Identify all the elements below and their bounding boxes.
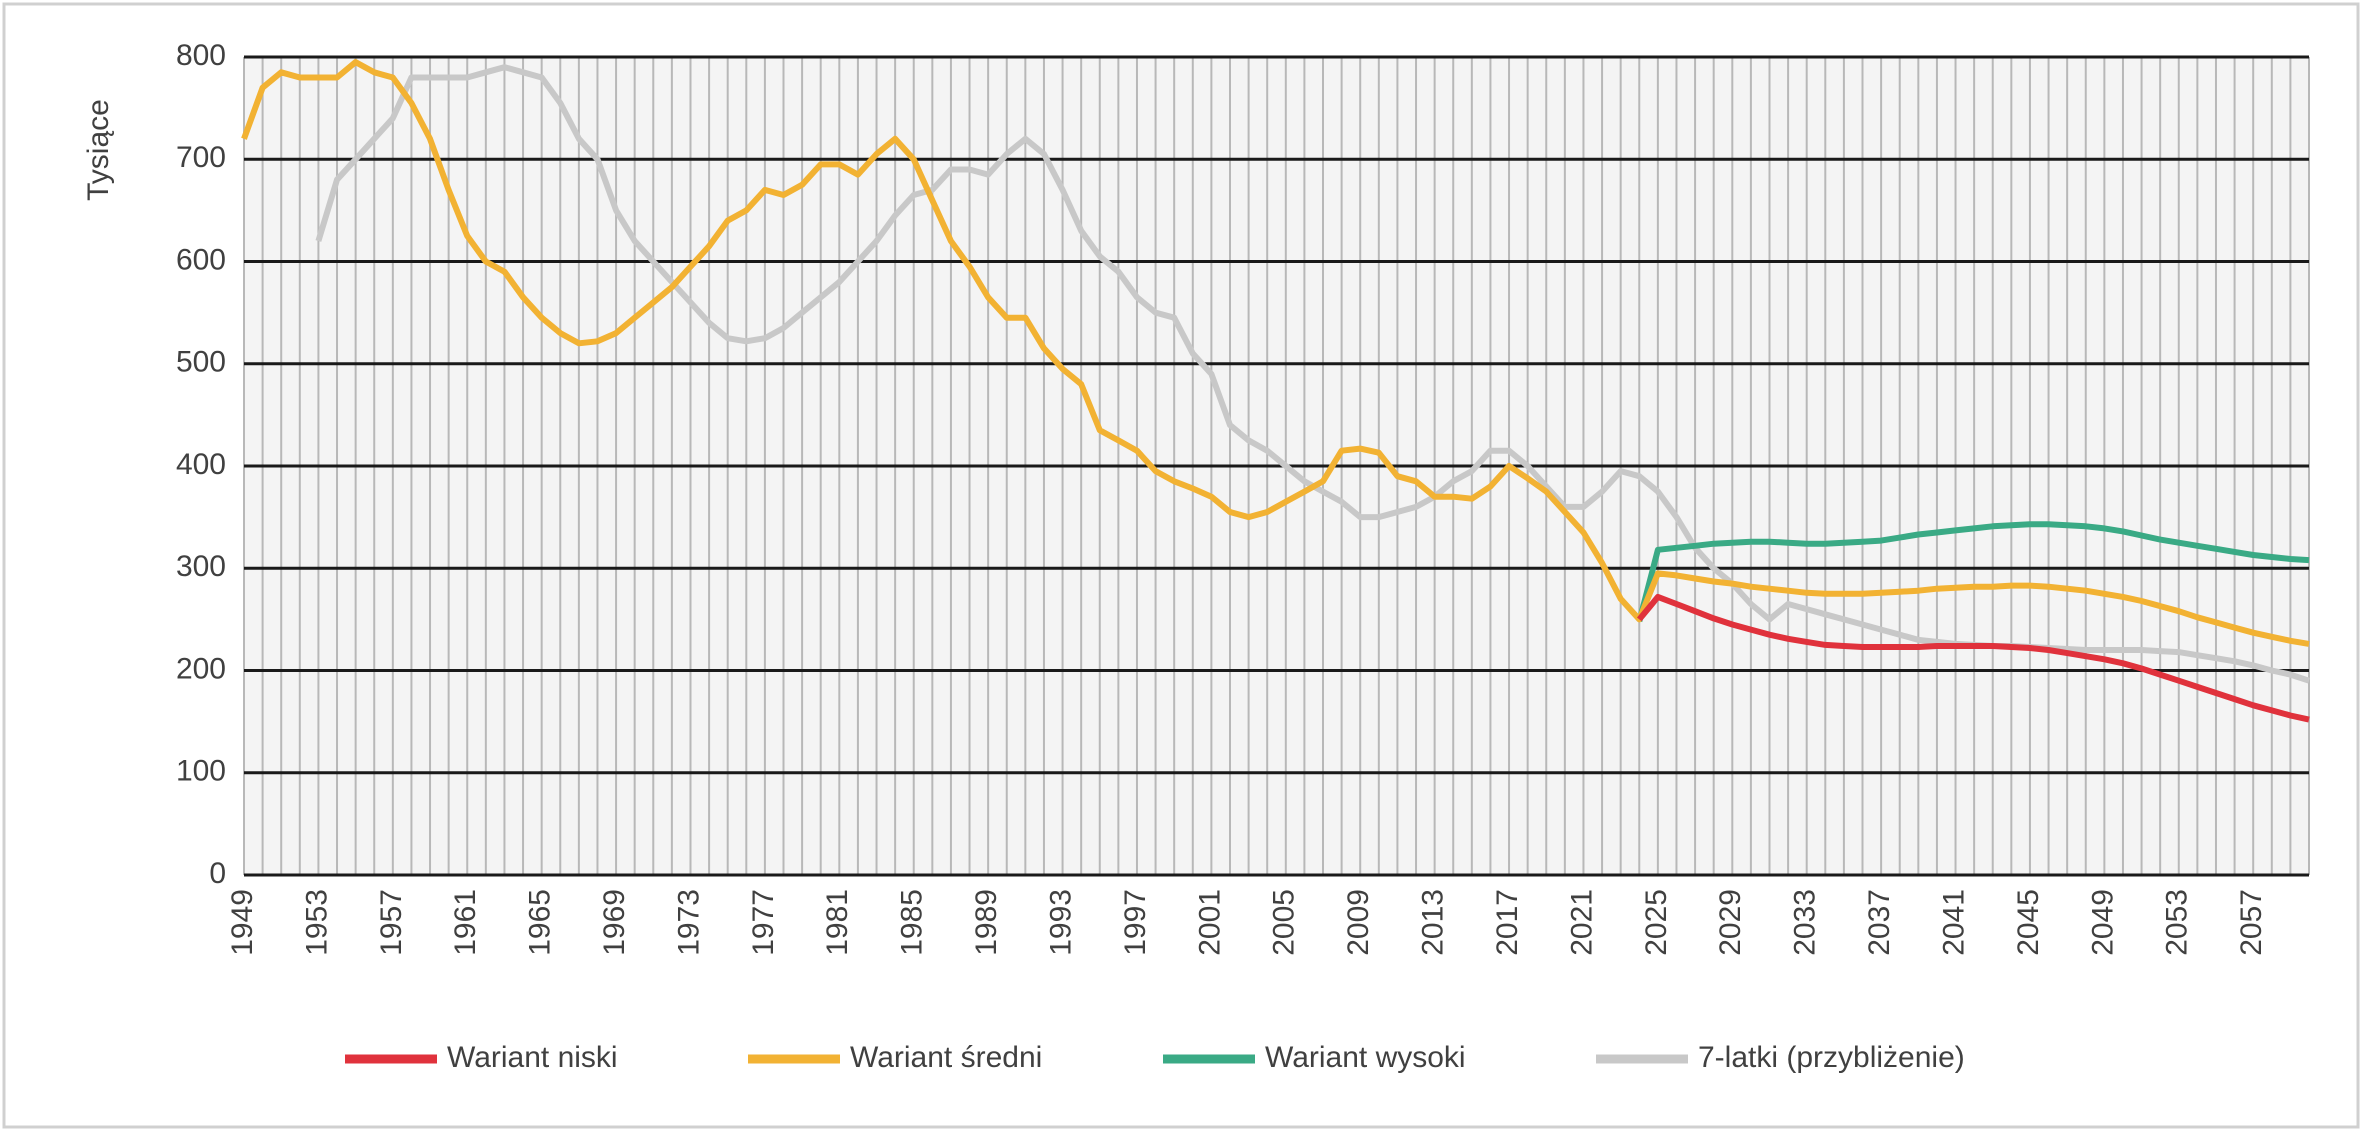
series-line [1636, 521, 2310, 623]
x-tick-label: 1989 [970, 889, 1003, 956]
x-tick-label: 1953 [300, 889, 333, 956]
x-tick-label: 2001 [1193, 889, 1226, 956]
legend-label: Wariant średni [850, 1041, 1042, 1074]
x-tick-label: 2017 [1491, 889, 1524, 956]
x-tick-label: 1985 [896, 889, 929, 956]
x-tick-label: 1969 [598, 889, 631, 956]
y-tick-label: 500 [176, 346, 226, 379]
x-tick-label: 1957 [375, 889, 408, 956]
y-tick-label: 300 [176, 550, 226, 583]
x-tick-label: 2025 [1640, 889, 1673, 956]
x-tick-label: 2053 [2161, 889, 2194, 956]
y-tick-label: 400 [176, 448, 226, 481]
x-tick-label: 2037 [1863, 889, 1896, 956]
x-tick-label: 1977 [747, 889, 780, 956]
x-tick-label: 2013 [1417, 889, 1450, 956]
y-tick-label: 200 [176, 652, 226, 685]
x-tick-label: 2045 [2012, 889, 2045, 956]
series-line [241, 59, 2310, 647]
x-tick-label: 2009 [1342, 889, 1375, 956]
x-tick-label: 2005 [1268, 889, 1301, 956]
x-tick-label: 1993 [1044, 889, 1077, 956]
x-tick-label: 1965 [524, 889, 557, 956]
x-tick-label: 1961 [449, 889, 482, 956]
legend-label: 7-latki (przybliżenie) [1698, 1041, 1965, 1074]
y-tick-label: 100 [176, 755, 226, 788]
y-axis-label: Tysiące [82, 99, 115, 201]
x-tick-label: 2021 [1565, 889, 1598, 956]
y-tick-label: 700 [176, 141, 226, 174]
y-tick-label: 600 [176, 243, 226, 276]
x-tick-label: 2041 [1937, 889, 1970, 956]
y-tick-label: 0 [209, 857, 226, 890]
x-tick-label: 1997 [1119, 889, 1152, 956]
y-tick-label: 800 [176, 39, 226, 72]
x-tick-label: 1973 [672, 889, 705, 956]
x-tick-label: 2057 [2235, 889, 2268, 956]
series-line [1636, 593, 2310, 723]
x-tick-label: 2049 [2086, 889, 2119, 956]
x-tick-label: 2029 [1714, 889, 1747, 956]
legend-label: Wariant wysoki [1265, 1041, 1466, 1074]
x-tick-label: 1981 [821, 889, 854, 956]
legend-label: Wariant niski [447, 1041, 618, 1074]
x-tick-label: 1949 [226, 889, 259, 956]
x-tick-label: 2033 [1789, 889, 1822, 956]
